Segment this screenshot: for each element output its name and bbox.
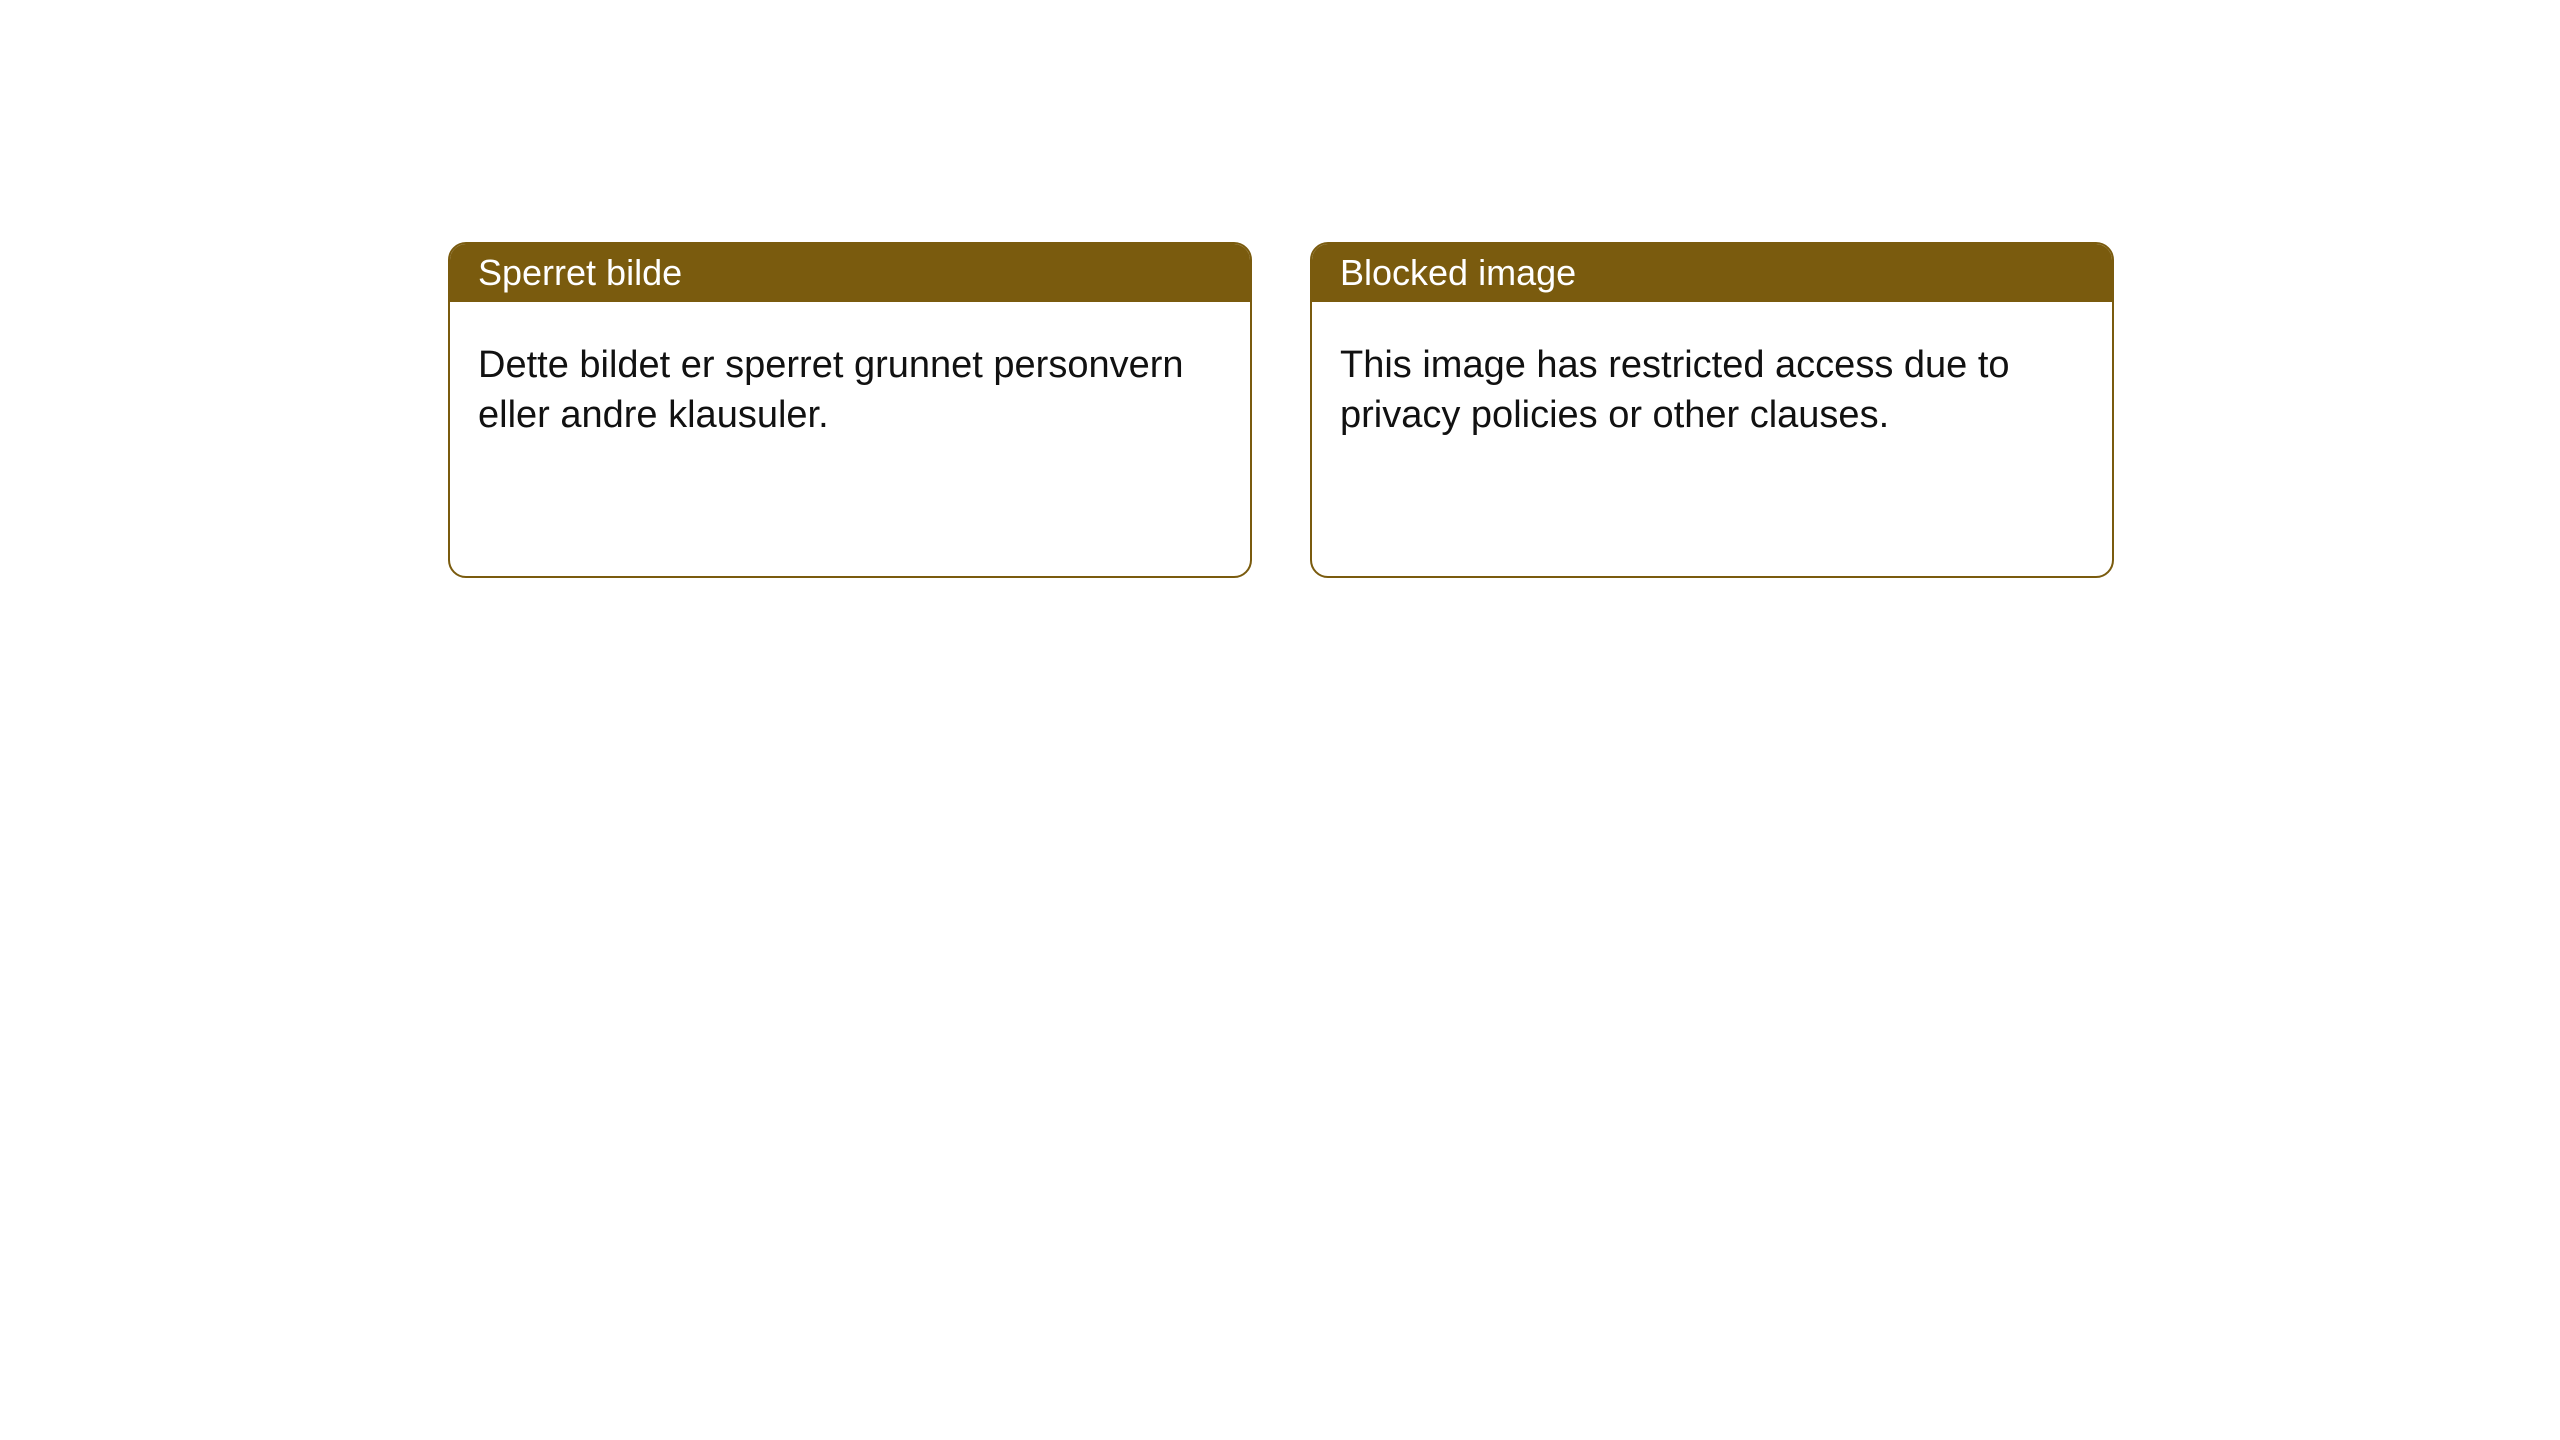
card-body-en: This image has restricted access due to … xyxy=(1312,302,2112,440)
card-body-text-no: Dette bildet er sperret grunnet personve… xyxy=(478,344,1184,436)
blocked-image-card-no: Sperret bilde Dette bildet er sperret gr… xyxy=(448,242,1252,578)
blocked-image-card-en: Blocked image This image has restricted … xyxy=(1310,242,2114,578)
card-body-text-en: This image has restricted access due to … xyxy=(1340,344,2010,436)
card-header-en: Blocked image xyxy=(1312,244,2112,302)
card-title-en: Blocked image xyxy=(1340,252,1576,294)
page-canvas: Sperret bilde Dette bildet er sperret gr… xyxy=(0,0,2560,1440)
card-header-no: Sperret bilde xyxy=(450,244,1250,302)
card-body-no: Dette bildet er sperret grunnet personve… xyxy=(450,302,1250,440)
card-title-no: Sperret bilde xyxy=(478,252,682,294)
